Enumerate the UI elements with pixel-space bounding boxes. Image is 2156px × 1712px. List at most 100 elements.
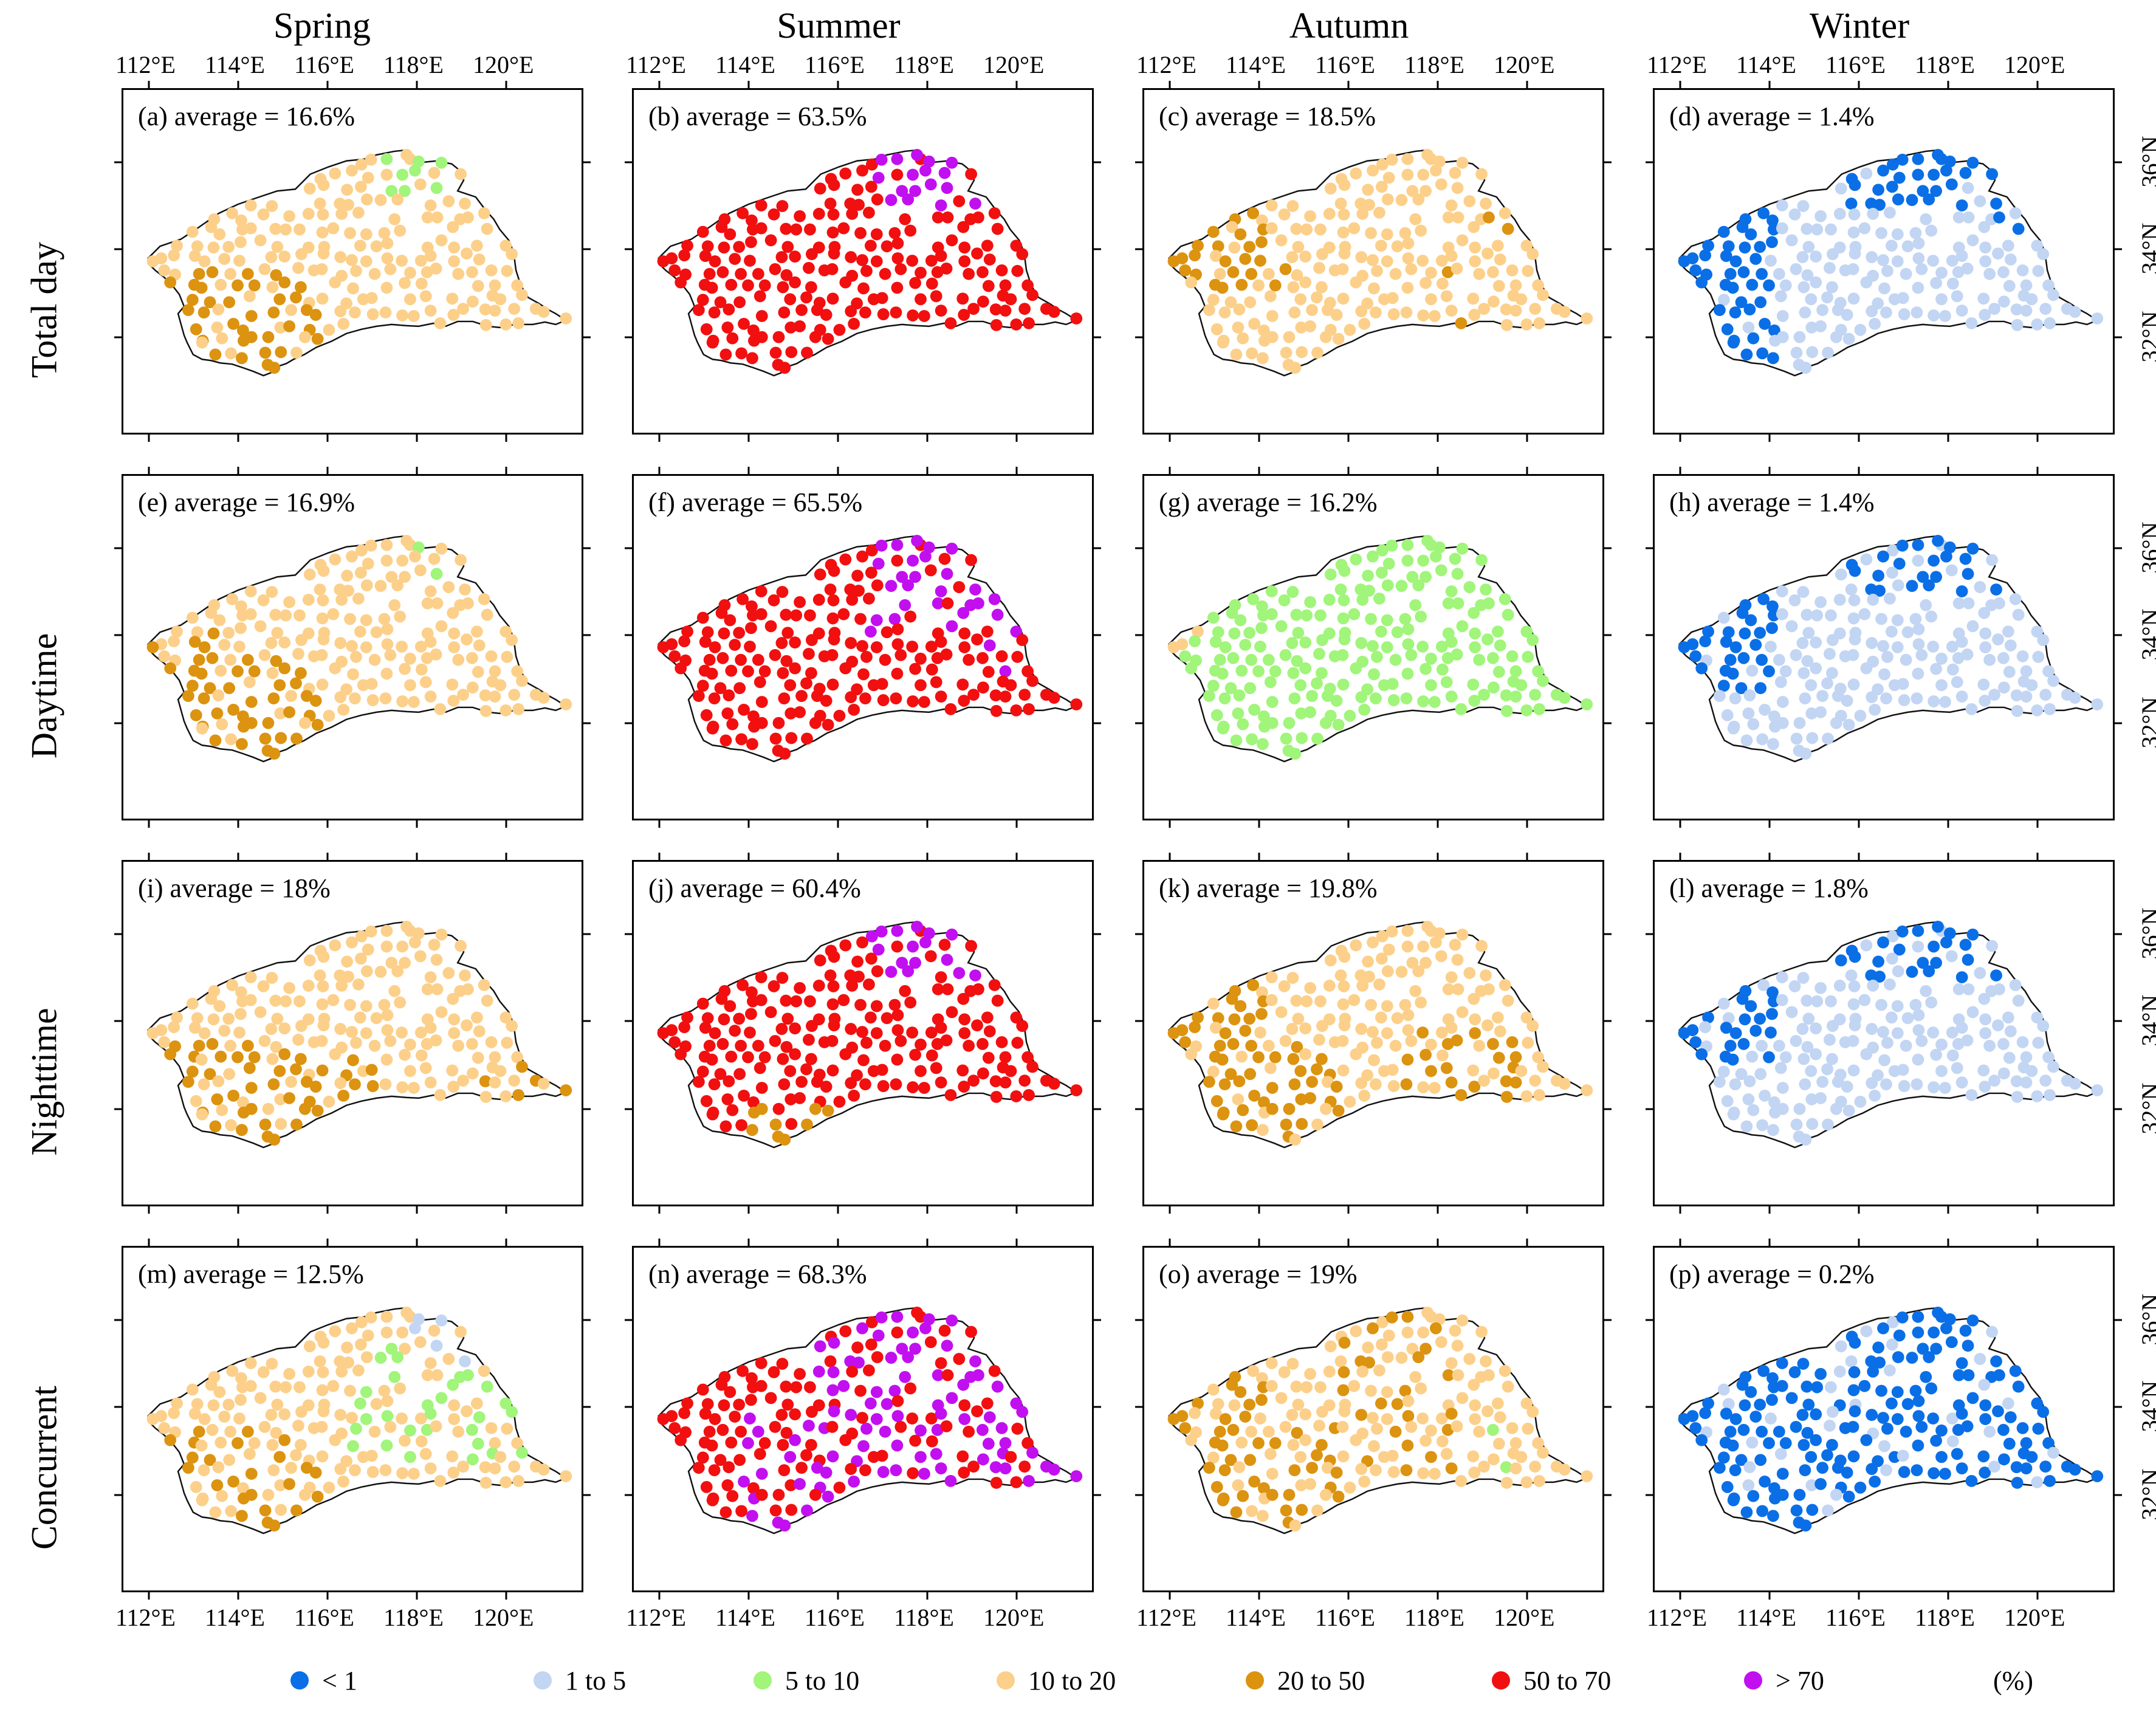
station-point — [196, 1494, 208, 1507]
station-point — [365, 292, 378, 304]
station-point — [1311, 677, 1323, 690]
station-point — [1900, 1039, 1912, 1052]
station-point — [334, 637, 347, 649]
map-panel-i: (i) average = 18% — [122, 860, 583, 1206]
station-point — [826, 1450, 839, 1463]
station-point — [1920, 599, 1932, 611]
station-point — [1440, 290, 1453, 303]
station-point — [1391, 1398, 1404, 1411]
station-point — [1558, 1463, 1571, 1476]
station-point — [334, 1409, 347, 1421]
station-point — [1689, 650, 1702, 662]
station-point — [1456, 156, 1469, 169]
legend-label: < 1 — [322, 1665, 357, 1696]
station-point — [891, 1326, 904, 1339]
station-point — [1334, 1355, 1347, 1367]
station-point — [1896, 1311, 1909, 1324]
station-point — [795, 304, 808, 317]
station-point — [1799, 362, 1812, 374]
station-point — [1316, 1053, 1328, 1065]
station-point — [853, 199, 865, 211]
station-point — [1877, 254, 1889, 266]
station-point — [678, 249, 691, 261]
station-point — [368, 1425, 381, 1438]
station-point — [1776, 1082, 1789, 1094]
station-point — [1294, 293, 1307, 306]
station-point — [1974, 967, 1986, 979]
station-point — [1717, 679, 1730, 692]
col-title-spring: Spring — [273, 5, 371, 46]
station-point — [833, 323, 846, 336]
station-point — [280, 995, 292, 1008]
station-point — [508, 1074, 521, 1087]
station-point — [408, 696, 420, 708]
station-point — [1951, 1062, 1963, 1074]
station-point — [805, 1439, 817, 1451]
station-point — [1928, 1467, 1940, 1479]
station-point — [399, 1048, 411, 1061]
station-point — [1847, 1450, 1860, 1463]
legend-label: > 70 — [1776, 1665, 1824, 1696]
station-point — [1935, 293, 1948, 306]
station-point — [907, 695, 919, 707]
station-point — [1845, 583, 1858, 596]
station-point — [168, 1407, 180, 1419]
station-point — [197, 692, 210, 704]
station-point — [1336, 648, 1349, 661]
station-point — [1702, 625, 1714, 638]
station-point — [1979, 1399, 1992, 1412]
station-point — [696, 225, 709, 238]
station-point — [462, 983, 474, 995]
station-point — [1441, 1423, 1454, 1436]
station-point — [890, 692, 902, 704]
station-point — [290, 346, 303, 359]
station-point — [205, 1378, 218, 1391]
station-point — [374, 580, 387, 592]
station-point — [1925, 610, 1938, 623]
station-point — [197, 1078, 210, 1090]
station-point — [1311, 346, 1323, 359]
station-point — [875, 1311, 888, 1324]
station-point — [2002, 239, 2014, 252]
station-point — [1296, 732, 1308, 744]
station-point — [342, 585, 354, 597]
station-point — [1275, 234, 1288, 247]
station-point — [1487, 1037, 1499, 1050]
station-point — [1350, 276, 1362, 289]
station-point — [1214, 267, 1226, 280]
station-point — [412, 155, 425, 168]
station-point — [362, 943, 374, 956]
station-point — [1735, 682, 1748, 695]
station-point — [915, 1451, 927, 1463]
station-point — [511, 1437, 524, 1449]
basin-map — [1678, 148, 2104, 377]
station-point — [891, 1410, 904, 1422]
station-point — [1258, 1096, 1270, 1109]
station-point — [1278, 208, 1291, 221]
station-point — [1811, 1381, 1824, 1394]
station-point — [380, 940, 393, 953]
station-point — [1355, 1409, 1368, 1421]
station-point — [940, 1420, 953, 1432]
station-point — [335, 979, 348, 992]
station-point — [1463, 195, 1476, 207]
station-point — [925, 663, 938, 676]
station-point — [365, 925, 377, 938]
station-point — [478, 593, 490, 605]
station-point — [323, 1095, 335, 1108]
lon-tick-label: 114°E — [1226, 51, 1286, 78]
station-point — [349, 1464, 361, 1476]
lon-tick-label: 114°E — [205, 51, 265, 78]
station-point — [755, 696, 768, 708]
station-point — [1776, 1102, 1789, 1115]
station-point — [1962, 211, 1975, 224]
station-point — [1892, 1351, 1904, 1363]
station-point — [1891, 1386, 1904, 1398]
station-point — [1367, 1322, 1379, 1335]
station-point — [1880, 306, 1892, 318]
station-point — [248, 279, 261, 292]
station-point — [1826, 1053, 1838, 1065]
station-point — [1746, 1050, 1759, 1063]
station-point — [211, 1093, 224, 1105]
station-point — [1773, 1039, 1785, 1052]
